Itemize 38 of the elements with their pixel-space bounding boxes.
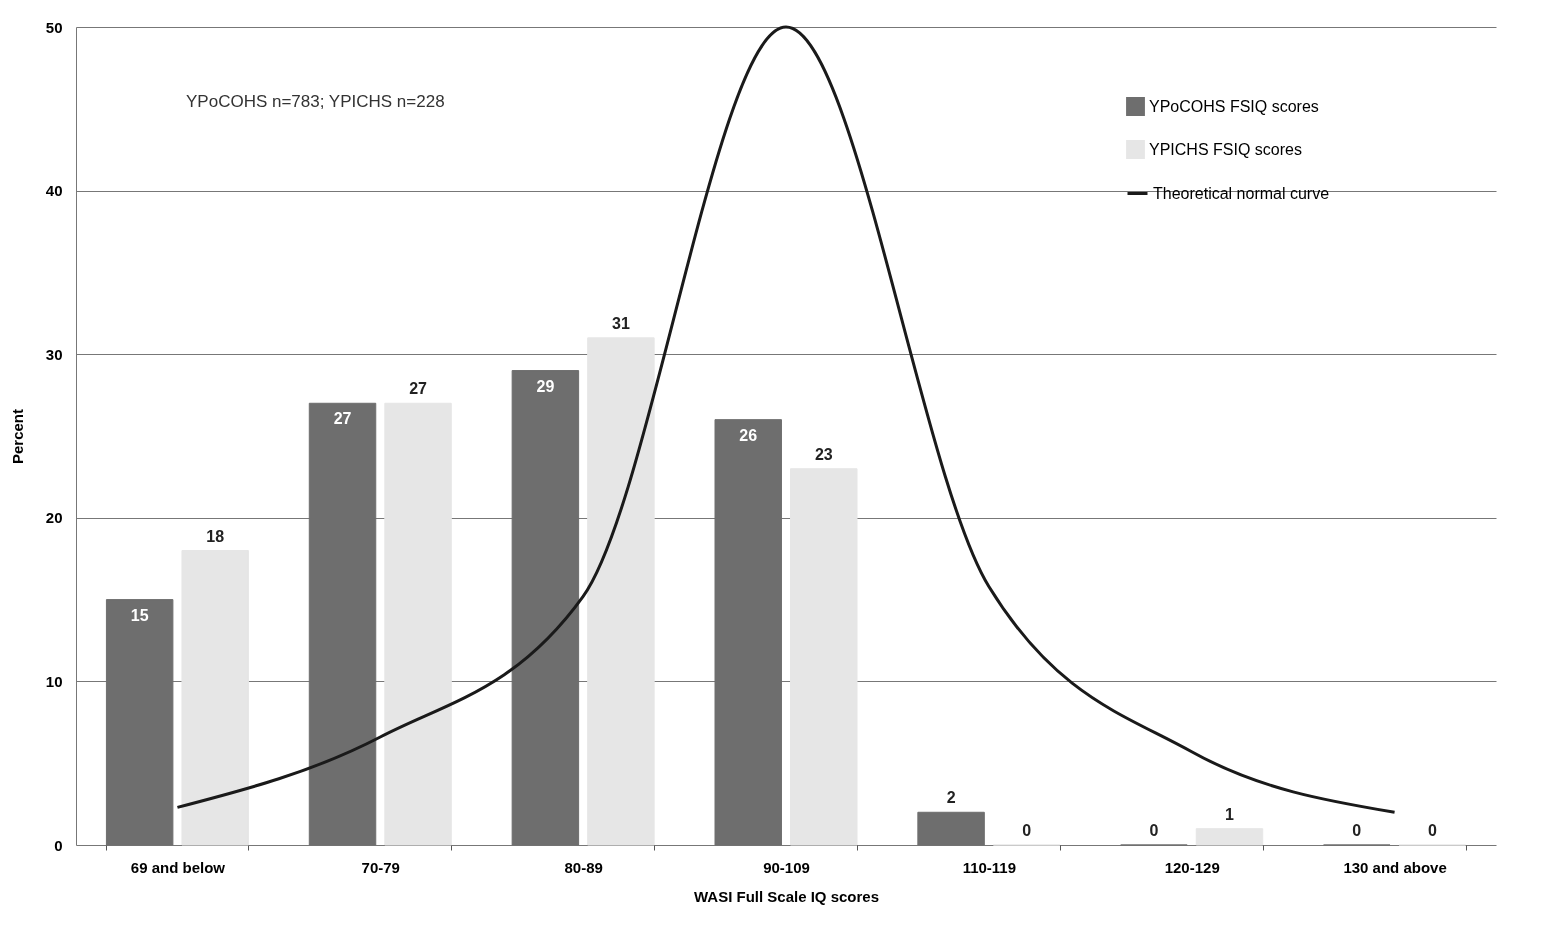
legend-label: YPoCOHS FSIQ scores [1149,97,1319,115]
x-tick-label: 70-79 [361,858,400,876]
x-tick-label: 130 and above [1343,858,1447,876]
legend-label: YPICHS FSIQ scores [1149,140,1302,158]
bar [790,468,858,846]
annotation: YPoCOHS n=783; YPICHS n=228 [186,92,445,111]
data-label: 27 [333,410,352,428]
bar [587,337,655,846]
data-label: 0 [1022,822,1032,839]
y-axis-title: Percent [8,408,26,465]
data-label: 0 [1352,822,1362,839]
data-label: 29 [536,377,555,395]
data-label: 23 [814,445,833,463]
data-label: 0 [1427,822,1437,839]
y-tick-label: 10 [45,672,63,690]
data-label: 26 [739,426,758,444]
x-tick-label: 110-119 [962,858,1017,876]
bar [384,402,452,846]
data-label: 2 [946,789,956,807]
data-label: 27 [409,380,428,398]
y-tick-label: 30 [45,345,63,363]
data-label: 0 [1149,822,1159,839]
x-tick-label: 90-109 [763,858,810,876]
x-axis-title: WASI Full Scale IQ scores [693,887,880,905]
bar [181,550,249,846]
x-tick-label: 80-89 [564,858,603,876]
x-tick-label: 120-129 [1164,858,1220,876]
legend-label: Theoretical normal curve [1153,184,1330,202]
x-tick-label: 69 and below [130,858,226,876]
data-label: 1 [1225,805,1235,823]
data-label: 15 [130,606,149,624]
y-tick-label: 50 [45,18,63,36]
y-tick-label: 0 [54,836,63,854]
data-label: 18 [206,527,225,545]
y-tick-label: 20 [45,509,63,527]
y-tick-label: 40 [45,182,63,200]
data-label: 31 [612,314,630,332]
bar [1195,828,1264,846]
